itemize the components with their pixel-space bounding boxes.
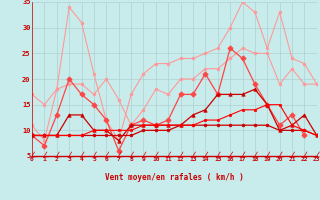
X-axis label: Vent moyen/en rafales ( km/h ): Vent moyen/en rafales ( km/h ) bbox=[105, 174, 244, 182]
